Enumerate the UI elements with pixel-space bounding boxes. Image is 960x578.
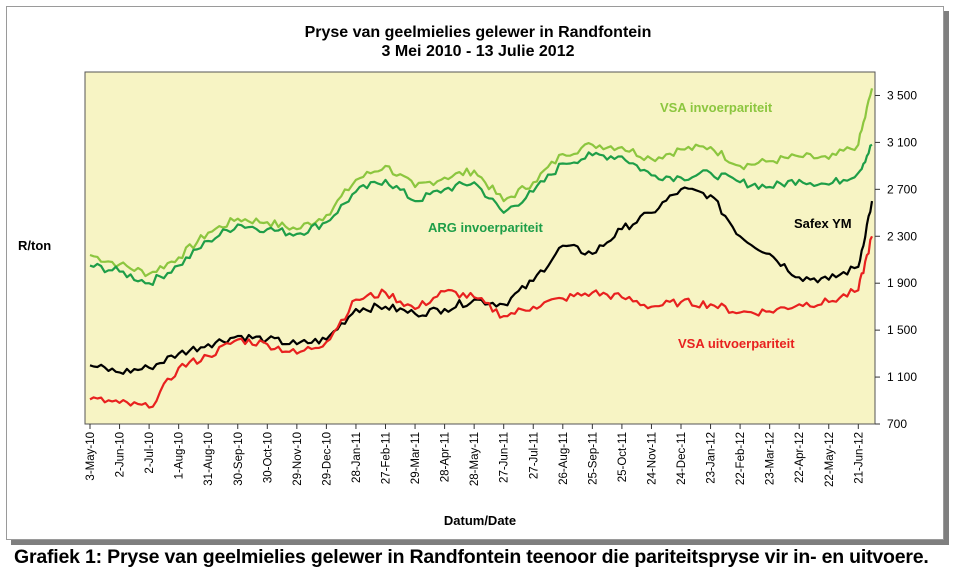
x-tick-label: 24-Dec-11 — [676, 432, 688, 485]
y-tick-label: 3 100 — [887, 135, 917, 149]
x-tick-label: 29-Nov-10 — [292, 432, 304, 486]
x-tick-label: 22-Apr-12 — [794, 432, 806, 483]
x-tick-label: 30-Oct-10 — [262, 432, 274, 483]
series-label-vsa-uitvoer: VSA uitvoerpariteit — [678, 336, 795, 351]
series-label-safex: Safex YM — [794, 216, 852, 231]
y-tick-label: 1 900 — [887, 276, 917, 290]
y-tick-label: 700 — [887, 417, 907, 431]
x-tick-label: 30-Sep-10 — [233, 432, 245, 486]
x-axis: 3-May-10 2-Jun-10 2-Jul-10 1-Aug-10 31-Aug-1… — [85, 424, 865, 487]
x-tick-label: 25-Oct-11 — [617, 432, 629, 482]
series-label-vsa-invoer: VSA invoerpariteit — [660, 100, 773, 115]
plot-area — [84, 71, 876, 425]
x-tick-label: 26-Aug-11 — [558, 432, 570, 485]
x-tick-label: 28-May-11 — [469, 432, 481, 486]
x-tick-label: 22-May-12 — [824, 432, 836, 487]
x-tick-label: 2-Jun-10 — [115, 432, 127, 477]
y-tick-label: 1 100 — [887, 370, 917, 384]
x-tick-label: 29-Mar-11 — [410, 432, 422, 484]
y-tick-label: 3 500 — [887, 88, 917, 102]
x-tick-label: 28-Jan-11 — [351, 432, 363, 483]
x-tick-label: 1-Aug-10 — [174, 432, 186, 479]
series-line-0 — [89, 88, 874, 278]
x-tick-label: 2-Jul-10 — [144, 432, 156, 474]
x-tick-label: 24-Nov-11 — [646, 432, 658, 485]
y-tick-label: 2 700 — [887, 182, 917, 196]
series-label-arg-invoer: ARG invoerpariteit — [428, 220, 544, 235]
series-line-1 — [89, 143, 873, 286]
x-tick-label: 27-Feb-11 — [381, 432, 393, 484]
x-axis-label: Datum/Date — [444, 513, 516, 528]
y-axis-label: R/ton — [18, 238, 51, 253]
chart-subtitle: 3 Mei 2010 - 13 Julie 2012 — [381, 43, 574, 60]
y-tick-label: 2 300 — [887, 229, 917, 243]
x-tick-label: 21-Jun-12 — [853, 432, 865, 484]
x-tick-label: 23-Jan-12 — [706, 432, 718, 484]
y-axis: 700 1 100 1 500 1 900 2 300 2 700 3 100 3 500 — [875, 88, 917, 431]
chart-title: Pryse van geelmielies gelewer in Randfon… — [305, 24, 652, 41]
x-tick-label: 31-Aug-10 — [203, 432, 215, 486]
x-tick-label: 22-Feb-12 — [735, 432, 747, 485]
x-tick-label: 25-Sep-11 — [587, 432, 599, 485]
x-tick-label: 29-Dec-10 — [321, 432, 333, 486]
series-line-3 — [89, 235, 873, 409]
x-tick-label: 27-Jul-11 — [528, 432, 540, 479]
x-tick-label: 3-May-10 — [85, 432, 97, 481]
x-tick-label: 23-Mar-12 — [765, 432, 777, 485]
series-lines — [89, 88, 874, 409]
y-tick-label: 1 500 — [887, 323, 917, 337]
x-tick-label: 28-Apr-11 — [440, 432, 452, 482]
x-tick-label: 27-Jun-11 — [499, 432, 511, 483]
figure-caption: Grafiek 1: Pryse van geelmielies gelewer… — [14, 546, 929, 568]
